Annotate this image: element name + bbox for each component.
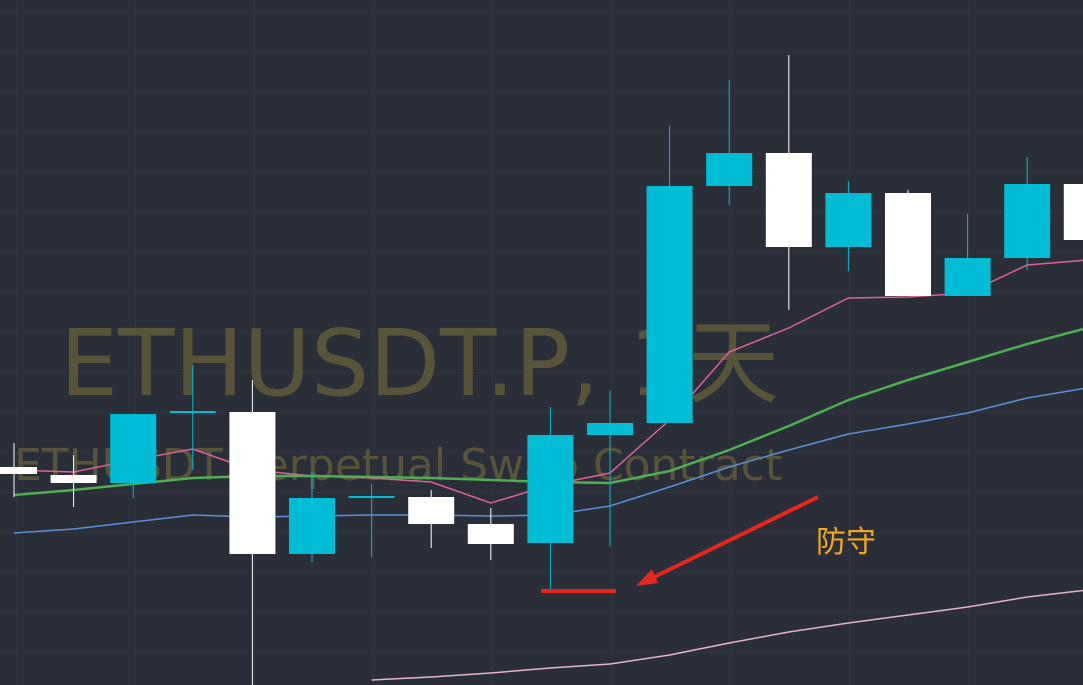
candle-body [408, 497, 455, 524]
candle-body [110, 414, 157, 483]
candle-body [50, 475, 97, 483]
plot [0, 55, 1083, 685]
candle-body [944, 258, 991, 296]
candle-body [885, 193, 931, 296]
moving-average-line [371, 589, 1083, 681]
arrow-head [636, 569, 658, 586]
candle-body [0, 467, 37, 474]
candle-body [825, 193, 872, 247]
candle-body [527, 435, 574, 543]
candle-body [706, 153, 753, 186]
annotation: 防守 [816, 525, 876, 560]
candle-body [467, 524, 514, 544]
candle-body [348, 496, 395, 498]
arrow-shaft [647, 495, 819, 582]
candle-body [646, 186, 693, 423]
candle-body [169, 411, 216, 413]
candle-body [229, 412, 276, 554]
candle-body [1063, 184, 1083, 240]
candle-body [587, 423, 633, 435]
candle-body [1004, 184, 1051, 258]
candle-body [289, 498, 335, 554]
candle-body [765, 153, 812, 247]
